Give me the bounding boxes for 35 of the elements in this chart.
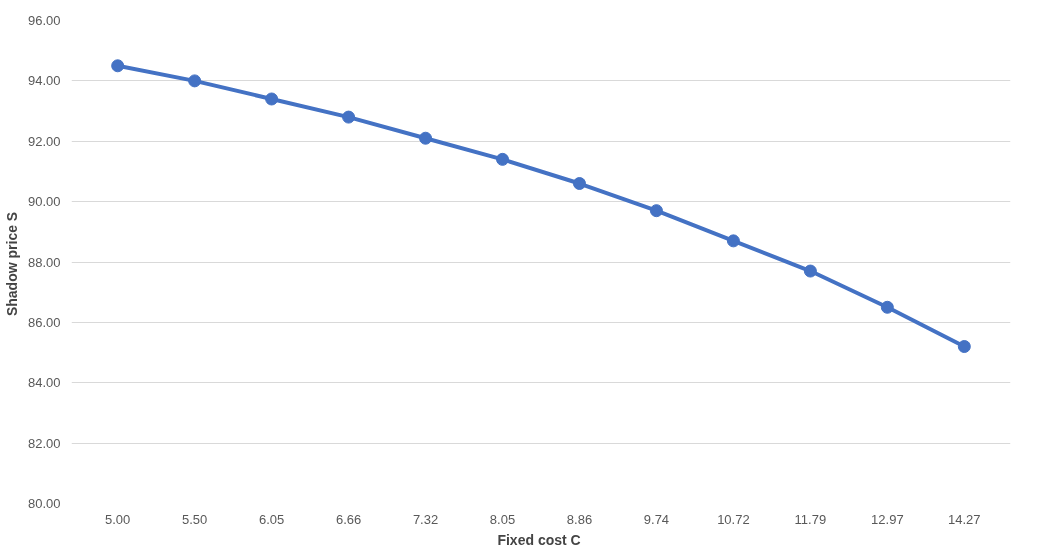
x-tick-label: 5.00 [105, 511, 131, 527]
y-tick-label: 88.00 [27, 254, 61, 270]
point [342, 110, 356, 124]
y-tick-label: 96.00 [27, 13, 61, 28]
x-tick-label: 14.27 [948, 511, 981, 527]
point [572, 177, 586, 190]
y-tick-label: 86.00 [27, 314, 61, 330]
x-tick-label: 9.74 [643, 511, 670, 527]
point [111, 59, 125, 73]
point [265, 92, 279, 106]
point [496, 152, 510, 166]
point [188, 74, 202, 88]
x-tick-label: 7.32 [412, 511, 439, 527]
y-tick-label: 90.00 [27, 194, 61, 210]
x-tick-label: 5.50 [182, 511, 208, 527]
y-axis-title: Shadow price S [3, 211, 20, 317]
y-tick-label: 82.00 [27, 435, 61, 451]
x-tick-label: 6.66 [335, 511, 362, 527]
point [726, 234, 740, 248]
point [880, 300, 894, 314]
point [957, 340, 971, 354]
point [419, 131, 433, 145]
point [649, 204, 663, 218]
x-tick-label: 12.97 [871, 511, 904, 527]
x-tick-label: 11.79 [794, 511, 827, 527]
y-tick-label: 80.00 [27, 496, 61, 511]
y-tick-label: 94.00 [27, 73, 61, 89]
x-tick-label: 8.05 [489, 511, 516, 527]
x-tick-label: 6.05 [258, 511, 285, 527]
point [803, 264, 817, 278]
x-axis-title: Fixed cost C [497, 531, 581, 548]
y-tick-label: 92.00 [27, 133, 61, 149]
x-tick-label: 10.72 [717, 511, 750, 527]
y-tick-label: 84.00 [27, 375, 61, 391]
x-tick-label: 8.86 [566, 511, 593, 527]
